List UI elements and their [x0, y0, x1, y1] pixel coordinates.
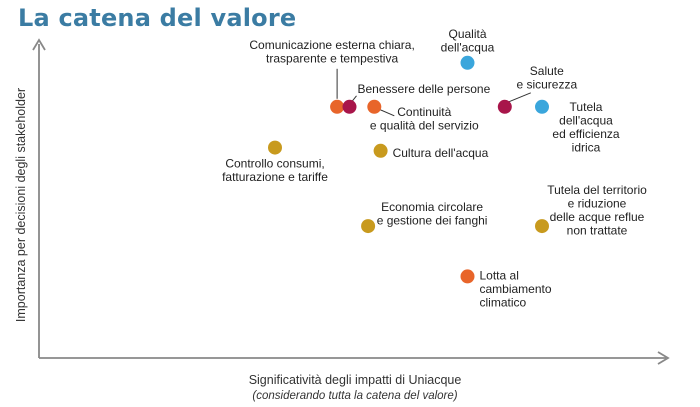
- point-label-3: Tutela dell'acqua ed efficienza idrica: [552, 100, 619, 155]
- x-axis-title: Significatività degli impatti di Uniacqu…: [249, 373, 462, 387]
- data-point-1: [460, 55, 475, 70]
- leader-lines: [336, 68, 531, 117]
- point-label-8: Cultura dell'acqua: [393, 146, 489, 160]
- point-label-11: Lotta al cambiamento climatico: [480, 268, 552, 309]
- data-point-10: [535, 219, 549, 234]
- data-point-5: [342, 99, 357, 114]
- x-axis-arrow: [657, 351, 670, 365]
- data-point-6: [367, 99, 382, 114]
- axes: [32, 38, 670, 365]
- chart-title: La catena del valore: [18, 4, 297, 32]
- point-label-2: Salute e sicurezza: [516, 64, 577, 92]
- point-label-5: Benessere delle persone: [358, 82, 491, 96]
- leader-line-5: [352, 95, 357, 102]
- point-label-7: Controllo consumi, fatturazione e tariffe: [222, 157, 328, 185]
- data-point-8: [373, 143, 388, 158]
- data-point-3: [535, 99, 549, 114]
- point-labels: Qualità dell'acqua Salute e sicurezza Tutela…: [222, 27, 647, 310]
- data-point-9: [361, 219, 376, 234]
- data-point-11: [460, 269, 475, 284]
- leader-line-6: [380, 109, 395, 117]
- point-label-4: Comunicazione esterna chiara, trasparente…: [249, 38, 414, 66]
- x-axis-subtitle: (considerando tutta la catena del valore…: [252, 390, 457, 402]
- data-point-4: [330, 99, 345, 114]
- data-point-7: [268, 140, 282, 155]
- data-point-2: [497, 99, 512, 114]
- point-label-6: Continuità e qualità del servizio: [370, 105, 479, 133]
- point-label-10: Tutela del territorio e riduzione delle ac…: [547, 183, 647, 238]
- point-label-9: Economia circolare e gestione dei fanghi: [377, 200, 488, 228]
- point-label-1: Qualità dell'acqua: [441, 27, 495, 55]
- y-axis-arrow: [32, 38, 46, 51]
- leader-line-2: [508, 92, 531, 103]
- data-points: [268, 55, 549, 284]
- y-axis-title: Importanza per decisioni degli stakehold…: [14, 88, 28, 322]
